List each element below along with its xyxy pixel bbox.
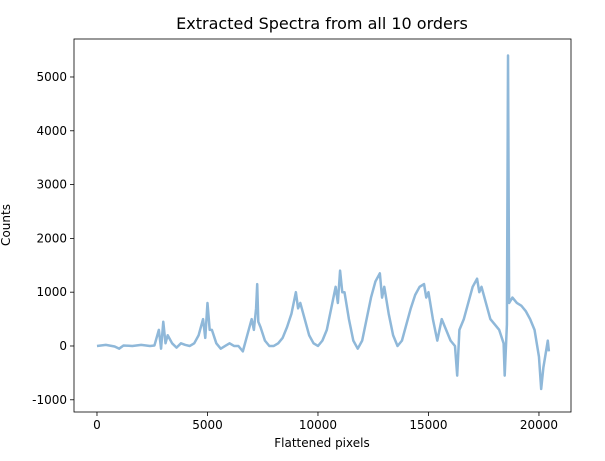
x-tick-label: 10000 xyxy=(299,418,337,432)
chart-title: Extracted Spectra from all 10 orders xyxy=(176,14,468,33)
x-tick-label: 15000 xyxy=(409,418,447,432)
spectrum-line xyxy=(96,54,551,391)
y-tick-label: 4000 xyxy=(36,124,67,138)
x-axis-label: Flattened pixels xyxy=(274,436,369,450)
x-tick-label: 20000 xyxy=(520,418,558,432)
x-tick-label: 5000 xyxy=(192,418,223,432)
x-tick-label: 0 xyxy=(93,418,101,432)
axes-frame xyxy=(73,38,572,413)
plot-area xyxy=(96,54,551,391)
y-tick-label: 5000 xyxy=(36,70,67,84)
y-tick-label: 1000 xyxy=(36,285,67,299)
y-tick-label: 3000 xyxy=(36,178,67,192)
y-tick-label: 0 xyxy=(59,339,67,353)
y-tick-label: -1000 xyxy=(32,393,67,407)
y-axis-label: Counts xyxy=(0,204,13,246)
y-tick-label: 2000 xyxy=(36,231,67,245)
